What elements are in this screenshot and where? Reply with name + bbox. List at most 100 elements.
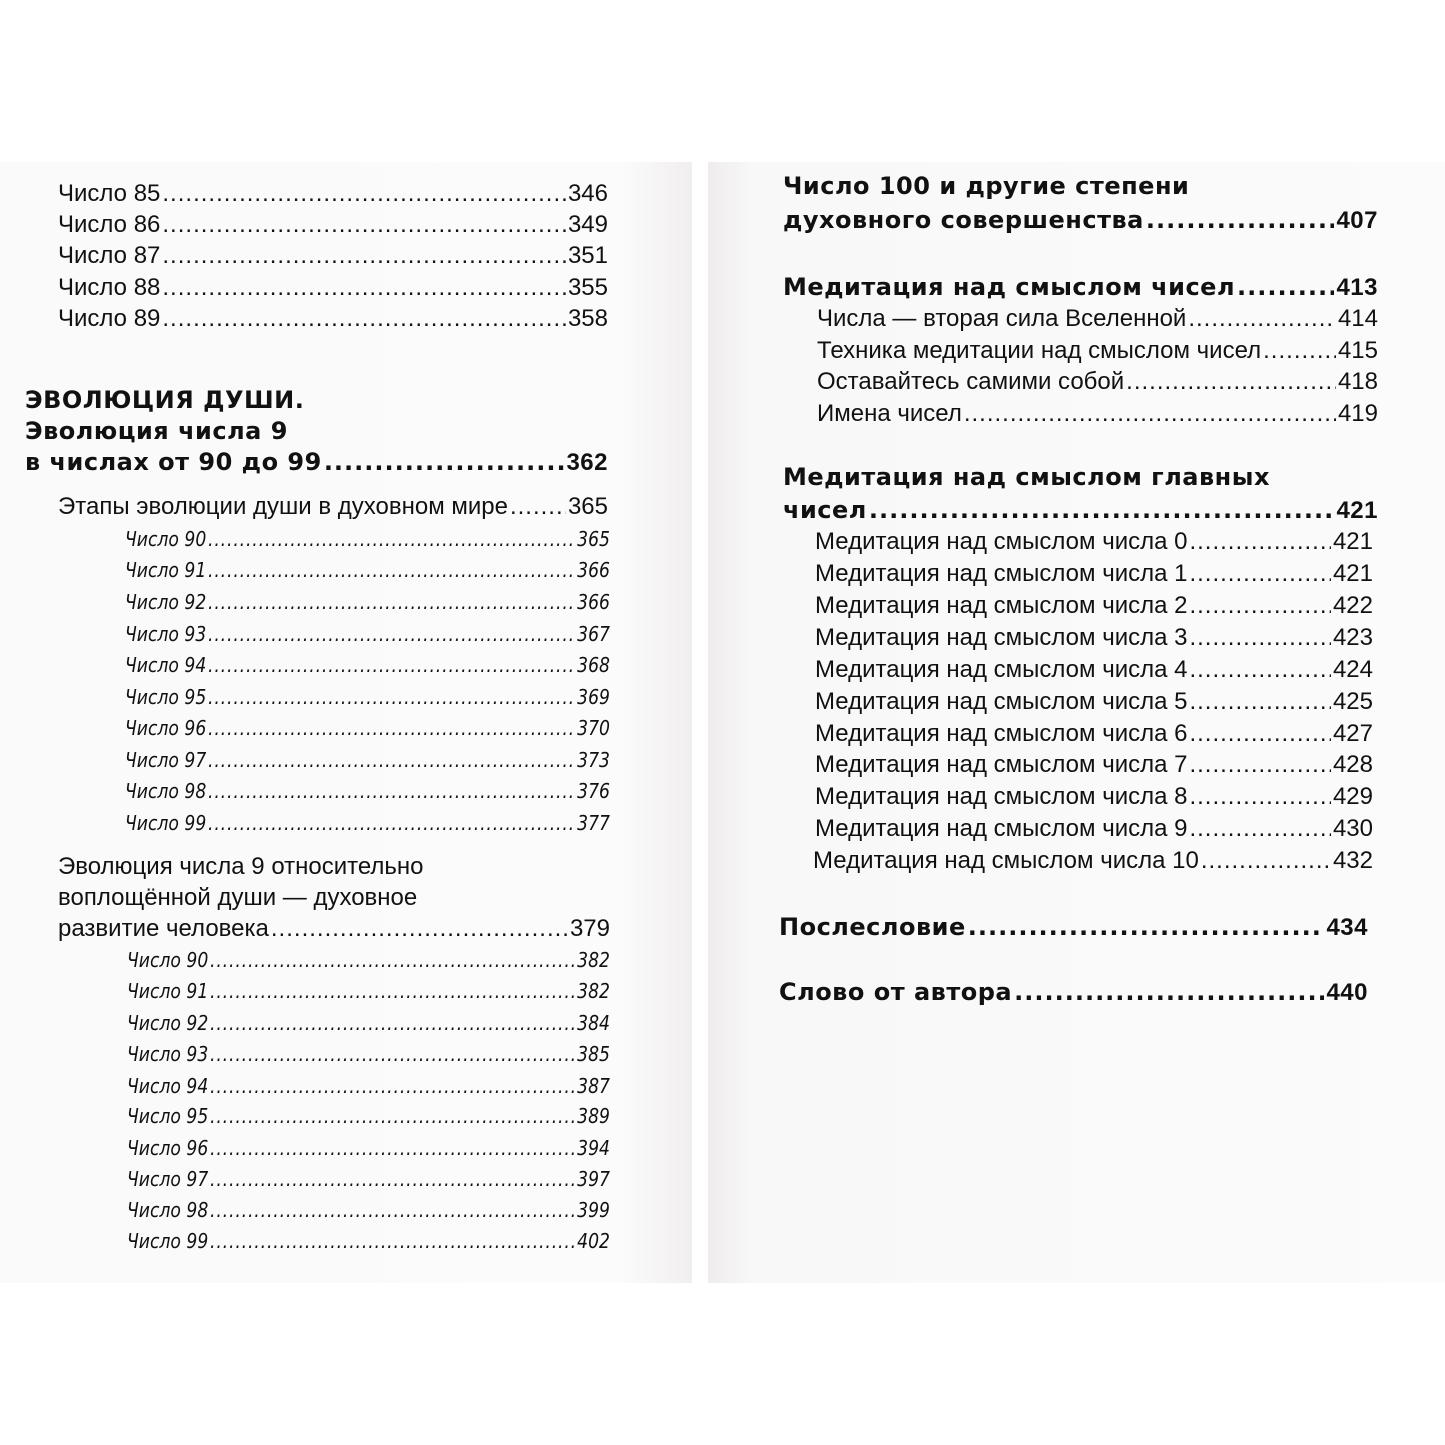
toc-entry-title: Оставайтесь самими собой <box>817 368 1125 395</box>
toc-entry-page-number: 418 <box>1337 368 1378 395</box>
dot-leader <box>210 1042 575 1066</box>
toc-entry-page-number: 429 <box>1332 783 1373 810</box>
toc-entry-page-number: 382 <box>577 948 610 972</box>
toc-entry: Число 91 382 <box>127 979 610 1003</box>
dot-leader <box>1126 368 1336 396</box>
toc-entry: Число 100 и другие степени <box>783 172 1189 200</box>
toc-entry: Число 95 389 <box>127 1104 610 1128</box>
toc-entry-title: Число 92 <box>125 590 207 614</box>
toc-entry-title: чисел <box>783 496 867 524</box>
toc-entry: Медитация над смыслом числа 7 428 <box>815 751 1373 779</box>
toc-entry-title: Число 93 <box>127 1042 209 1066</box>
toc-entry: Число 87 351 <box>58 242 608 270</box>
dot-leader <box>1189 560 1330 588</box>
toc-entry: воплощённой души — духовное <box>58 884 417 912</box>
toc-entry-title: духовного совершенства <box>783 206 1144 234</box>
toc-entry-title: Число 99 <box>125 811 207 835</box>
toc-entry: Число 96 370 <box>125 716 610 740</box>
toc-entry: чисел 421 <box>783 496 1378 525</box>
toc-entry-title: Медитация над смыслом числа 6 <box>815 720 1188 747</box>
toc-entry: Число 85 346 <box>58 180 608 208</box>
dot-leader <box>210 1136 575 1160</box>
dot-leader <box>1263 337 1336 365</box>
toc-entry-page-number: 384 <box>577 1011 610 1035</box>
toc-entry-title: Техника медитации над смыслом чисел <box>817 337 1262 364</box>
toc-entry: Медитация над смыслом числа 6 427 <box>815 720 1373 748</box>
toc-entry-title: Имена чисел <box>817 400 962 427</box>
dot-leader <box>324 448 565 476</box>
toc-entry-title: Эволюция числа 9 относительно <box>58 853 424 880</box>
toc-entry-title: Число 90 <box>125 527 207 551</box>
toc-entry-title: Число 96 <box>127 1136 209 1160</box>
toc-entry-title: Число 99 <box>127 1229 209 1253</box>
toc-entry-title: Число 98 <box>127 1198 209 1222</box>
toc-entry-page-number: 424 <box>1332 656 1373 683</box>
toc-entry-page-number: 421 <box>1332 560 1373 587</box>
toc-entry-page-number: 366 <box>577 558 610 582</box>
toc-entry: развитие человека 379 <box>58 915 610 943</box>
toc-entry-title: Число 95 <box>125 685 207 709</box>
left-page: Число 85346Число 86349Число 87351Число 8… <box>0 162 692 1283</box>
toc-entry-title: Этапы эволюции души в духовном мире <box>58 493 508 520</box>
toc-entry-title: Число 85 <box>58 180 161 207</box>
toc-entry: Число 96 394 <box>127 1136 610 1160</box>
toc-entry-page-number: 351 <box>567 242 608 269</box>
toc-entry-title: Число 89 <box>58 305 161 332</box>
toc-entry-page-number: 421 <box>1332 528 1373 555</box>
toc-entry-title: в числах от 90 до 99 <box>25 448 322 476</box>
toc-entry-page-number: 382 <box>577 979 610 1003</box>
toc-entry: Число 90 382 <box>127 948 610 972</box>
toc-entry-page-number: 366 <box>577 590 610 614</box>
toc-entry-page-number: 440 <box>1326 979 1368 1006</box>
toc-entry: Число 89 358 <box>58 305 608 333</box>
toc-entry-page-number: 430 <box>1332 815 1373 842</box>
dot-leader <box>208 653 575 677</box>
toc-entry: Медитация над смыслом числа 3 423 <box>815 624 1373 652</box>
toc-entry-page-number: 428 <box>1332 751 1373 778</box>
toc-entry: Медитация над смыслом числа 8 429 <box>815 783 1373 811</box>
dot-leader <box>210 1167 575 1191</box>
toc-entry: Медитация над смыслом чисел 413 <box>783 273 1378 302</box>
toc-entry-title: Число 92 <box>127 1011 209 1035</box>
dot-leader <box>1189 688 1330 716</box>
toc-entry-page-number: 346 <box>567 180 608 207</box>
dot-leader <box>208 716 575 740</box>
dot-leader <box>210 1011 575 1035</box>
dot-leader <box>1189 624 1330 652</box>
dot-leader <box>968 913 1325 941</box>
toc-entry-title: Число 88 <box>58 274 161 301</box>
toc-entry-page-number: 389 <box>577 1104 610 1128</box>
dot-leader <box>162 180 566 208</box>
toc-entry-page-number: 355 <box>567 274 608 301</box>
toc-entry-title: Медитация над смыслом числа 3 <box>815 624 1188 651</box>
dot-leader <box>210 1198 575 1222</box>
toc-entry-page-number: 385 <box>577 1042 610 1066</box>
toc-entry: Медитация над смыслом главных <box>783 463 1270 491</box>
toc-entry-title: Медитация над смыслом числа 9 <box>815 815 1188 842</box>
dot-leader <box>1189 815 1330 843</box>
toc-entry-title: Число 97 <box>125 748 207 772</box>
dot-leader <box>1201 847 1331 875</box>
toc-entry: Этапы эволюции души в духовном мире 365 <box>58 493 608 521</box>
dot-leader <box>208 685 575 709</box>
toc-entry: Число 90 365 <box>125 527 610 551</box>
toc-entry-title: Числа — вторая сила Вселенной <box>817 305 1187 332</box>
toc-entry-page-number: 379 <box>569 915 610 942</box>
toc-entry-title: воплощённой души — духовное <box>58 884 418 911</box>
toc-entry-title: ЭВОЛЮЦИЯ ДУШИ. <box>25 386 305 414</box>
toc-entry-page-number: 377 <box>577 811 610 835</box>
dot-leader <box>208 811 575 835</box>
toc-entry-title: Число 90 <box>127 948 209 972</box>
toc-entry: Число 92 366 <box>125 590 610 614</box>
toc-entry: Число 93 367 <box>125 622 610 646</box>
toc-entry: ЭВОЛЮЦИЯ ДУШИ. <box>25 386 304 414</box>
toc-entry: Медитация над смыслом числа 2 422 <box>815 592 1373 620</box>
dot-leader <box>1189 751 1330 779</box>
toc-entry: Техника медитации над смыслом чисел 415 <box>817 337 1378 365</box>
toc-entry-title: развитие человека <box>58 915 269 942</box>
toc-entry-page-number: 432 <box>1332 847 1373 874</box>
toc-entry-page-number: 397 <box>577 1167 610 1191</box>
toc-entry: Числа — вторая сила Вселенной 414 <box>817 305 1378 333</box>
toc-entry: Число 95 369 <box>125 685 610 709</box>
toc-entry-title: Медитация над смыслом чисел <box>783 273 1236 301</box>
